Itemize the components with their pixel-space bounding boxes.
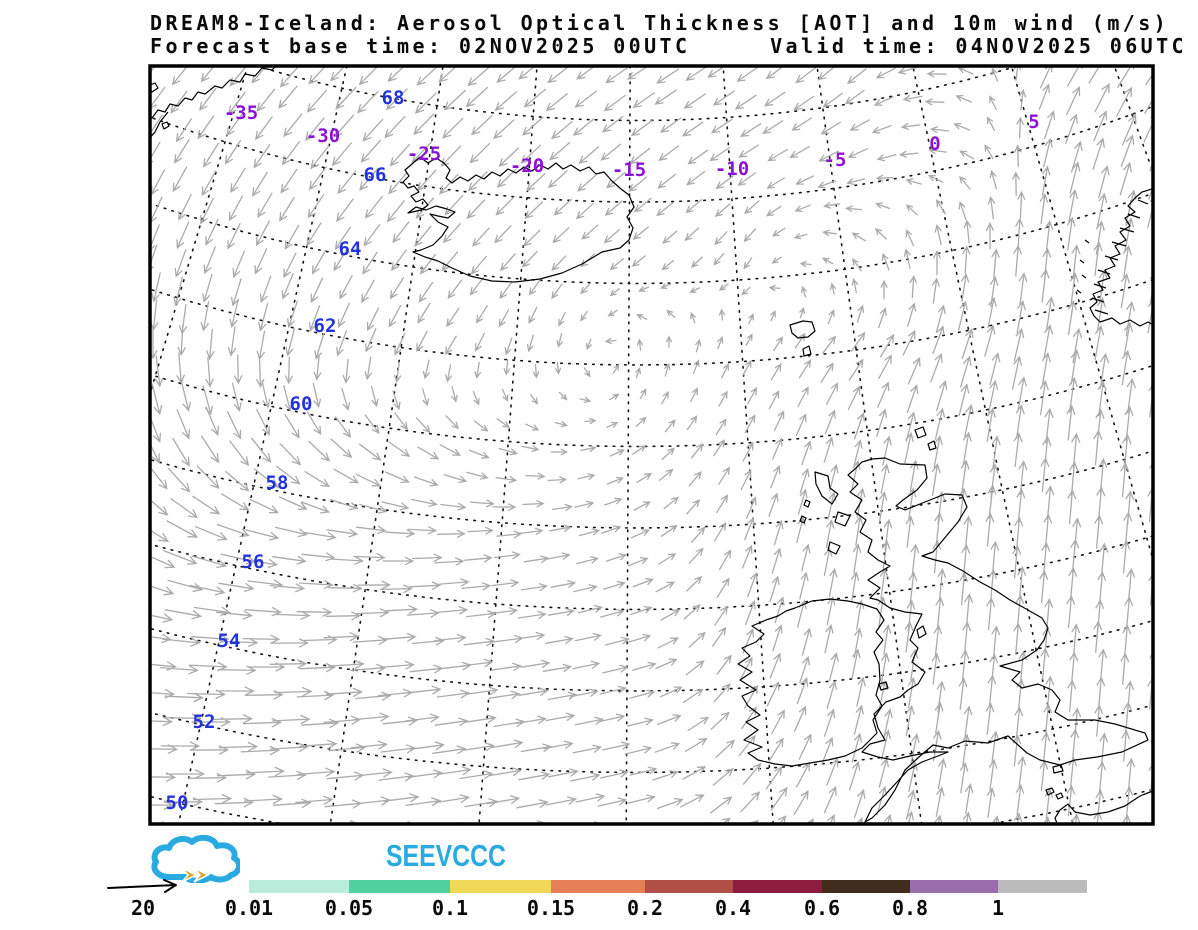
lon-label: -35 bbox=[224, 102, 258, 124]
legend-swatch bbox=[733, 880, 822, 893]
france-channel-coast bbox=[996, 787, 1153, 824]
coastlines bbox=[150, 66, 1153, 824]
parallel-line bbox=[150, 278, 1153, 366]
parallel-line bbox=[253, 66, 1021, 122]
great-britain bbox=[847, 457, 1149, 823]
wind-scale-value: 20 bbox=[131, 896, 155, 920]
logo-arrow-icon bbox=[181, 867, 198, 883]
legend-tick-label: 0.2 bbox=[627, 896, 663, 920]
lat-label: 58 bbox=[266, 472, 289, 494]
anglesey bbox=[878, 681, 889, 691]
meridian-line bbox=[1113, 66, 1153, 175]
legend-tick-label: 0.1 bbox=[432, 896, 468, 920]
lat-label: 64 bbox=[339, 238, 362, 260]
legend-tick-label: 0.05 bbox=[325, 896, 373, 920]
wind-arrows bbox=[150, 66, 1153, 824]
legend-tick-label: 1 bbox=[992, 896, 1004, 920]
lat-label: 54 bbox=[218, 630, 241, 652]
parallel-line bbox=[150, 105, 1153, 203]
norway-coast bbox=[1089, 187, 1153, 327]
chart-subtitle: Forecast base time: 02NOV2025 00UTC Vali… bbox=[150, 34, 1187, 58]
logo-text: SEEVCCC bbox=[386, 838, 506, 873]
parallel-line bbox=[150, 450, 1153, 529]
lon-label: 0 bbox=[929, 133, 940, 155]
legend-tick-label: 0.01 bbox=[225, 896, 273, 920]
lon-label: -20 bbox=[510, 155, 544, 177]
ireland bbox=[737, 598, 885, 767]
faroe-islands bbox=[789, 320, 816, 357]
hebrides bbox=[799, 471, 851, 555]
legend-tick-label: 0.15 bbox=[527, 896, 575, 920]
meridian-line bbox=[478, 66, 538, 824]
lon-labels: -35 -30 -25 -20 -15 -10 -5 0 5 bbox=[224, 102, 1040, 181]
logo-arrow-icon bbox=[193, 867, 210, 883]
lat-label: 50 bbox=[166, 792, 189, 814]
legend-swatch bbox=[450, 880, 551, 893]
parallel-line bbox=[150, 192, 1153, 285]
norway-fjords bbox=[1076, 199, 1149, 315]
lat-label: 68 bbox=[382, 87, 405, 109]
lon-label: -10 bbox=[715, 158, 749, 180]
parallel-line bbox=[150, 788, 1153, 824]
valid-time: Valid time: 04NOV2025 06UTC bbox=[770, 34, 1187, 58]
legend-swatch bbox=[349, 880, 450, 893]
seevccc-logo: SEEVCCC bbox=[148, 834, 568, 885]
legend-swatch bbox=[551, 880, 645, 893]
lat-label: 52 bbox=[193, 711, 216, 733]
meridian-line bbox=[1010, 66, 1153, 563]
lat-label: 56 bbox=[242, 551, 265, 573]
lon-label: -5 bbox=[824, 149, 847, 171]
legend-swatch bbox=[910, 880, 998, 893]
parallel-line bbox=[150, 364, 1153, 448]
map-border bbox=[148, 64, 1155, 826]
wind-scale-arrow-icon bbox=[107, 879, 177, 893]
graticule bbox=[148, 64, 1153, 826]
meridian-line bbox=[148, 64, 196, 826]
lat-labels: 68 66 64 62 60 58 56 54 52 50 bbox=[166, 87, 405, 814]
lon-label: -25 bbox=[407, 143, 441, 165]
lon-label: -30 bbox=[306, 125, 340, 147]
iceland bbox=[402, 156, 635, 283]
isle-of-wight bbox=[1052, 764, 1064, 774]
aot-legend: 0.01 0.05 0.1 0.15 0.2 0.4 0.6 0.8 1 20 bbox=[107, 879, 1087, 920]
legend-swatch bbox=[998, 880, 1087, 893]
orkney-islands bbox=[914, 426, 937, 451]
lat-label: 62 bbox=[314, 315, 337, 337]
lat-label: 60 bbox=[290, 393, 313, 415]
legend-swatch bbox=[249, 880, 349, 893]
seevccc-cloud-icon bbox=[151, 834, 242, 884]
lon-label: -15 bbox=[612, 159, 646, 181]
legend-swatch bbox=[645, 880, 733, 893]
legend-tick-label: 0.4 bbox=[715, 896, 751, 920]
greenland-coast bbox=[150, 66, 277, 139]
legend-tick-label: 0.8 bbox=[892, 896, 928, 920]
wind-arrow-field bbox=[150, 66, 1153, 824]
legend-swatch bbox=[822, 880, 910, 893]
chart-title: DREAM8-Iceland: Aerosol Optical Thicknes… bbox=[150, 11, 1170, 35]
forecast-base-time: Forecast base time: 02NOV2025 00UTC bbox=[150, 34, 691, 58]
lat-label: 66 bbox=[364, 164, 387, 186]
legend-tick-label: 0.6 bbox=[804, 896, 840, 920]
lon-label: 5 bbox=[1028, 111, 1039, 133]
isle-of-man bbox=[916, 625, 927, 639]
